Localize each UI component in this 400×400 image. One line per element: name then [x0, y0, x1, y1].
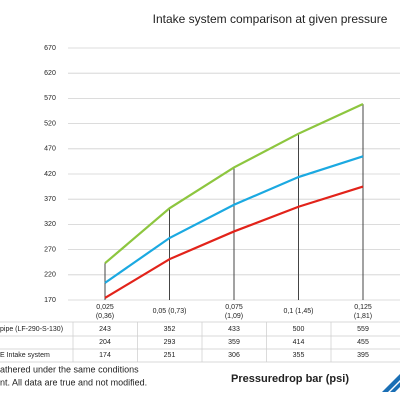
table-value: 414 [293, 339, 305, 346]
y-tick-label: 420 [44, 171, 56, 178]
y-tick-label: 320 [44, 221, 56, 228]
chart-title: Intake system comparison at given pressu… [153, 12, 388, 26]
table-value: 355 [293, 352, 305, 359]
x-tick-label-line: 0,05 (0,73) [153, 308, 187, 315]
y-tick-label: 520 [44, 120, 56, 127]
table-value: 500 [293, 326, 305, 333]
table-value: 243 [99, 326, 111, 333]
x-axis-label: Pressuredrop bar (psi) [231, 373, 349, 385]
note: athered under the same conditions [0, 364, 139, 374]
table-value: 251 [164, 352, 176, 359]
table-value: 204 [99, 339, 111, 346]
y-tick-label: 470 [44, 146, 56, 153]
table-value: 395 [357, 352, 369, 359]
y-tick-label: 670 [44, 45, 56, 52]
y-tick-label: 220 [44, 272, 56, 279]
y-tick-label: 620 [44, 70, 56, 77]
y-tick-label: 570 [44, 95, 56, 102]
x-tick-label-line: 0,1 (1,45) [284, 308, 314, 315]
table-value: 559 [357, 326, 369, 333]
row-label: pipe (LF-290-S-130) [0, 326, 63, 333]
x-tick-label: 0,1 (1,45) [284, 308, 314, 315]
table-value: 306 [228, 352, 240, 359]
x-tick-label-line: (1,81) [354, 313, 372, 320]
table-value: 352 [164, 326, 176, 333]
x-tick-label-line: 0,075 [225, 304, 243, 311]
x-tick-label: 0,05 (0,73) [153, 308, 187, 315]
series-line [104, 185, 364, 299]
x-tick-label-line: 0,125 [354, 304, 372, 311]
y-tick-label: 370 [44, 196, 56, 203]
x-tick-label-line: 0,025 [96, 304, 114, 311]
x-tick-label: 0,025 (0,36) [96, 304, 114, 320]
x-tick-label-line: (0,36) [96, 313, 114, 320]
table-value: 433 [228, 326, 240, 333]
note: nt. All data are true and not modified. [0, 377, 147, 387]
table-value: 359 [228, 339, 240, 346]
row-label: E Intake system [0, 352, 50, 359]
logo [382, 374, 400, 392]
table-value: 455 [357, 339, 369, 346]
x-tick-label: 0,125 (1,81) [354, 304, 372, 320]
y-tick-label: 170 [44, 297, 56, 304]
series-line [104, 155, 364, 284]
y-tick-label: 270 [44, 246, 56, 253]
table-value: 293 [164, 339, 176, 346]
x-tick-label: 0,075 (1,09) [225, 304, 243, 320]
series-line [104, 102, 364, 265]
x-tick-label-line: (1,09) [225, 313, 243, 320]
table-value: 174 [99, 352, 111, 359]
